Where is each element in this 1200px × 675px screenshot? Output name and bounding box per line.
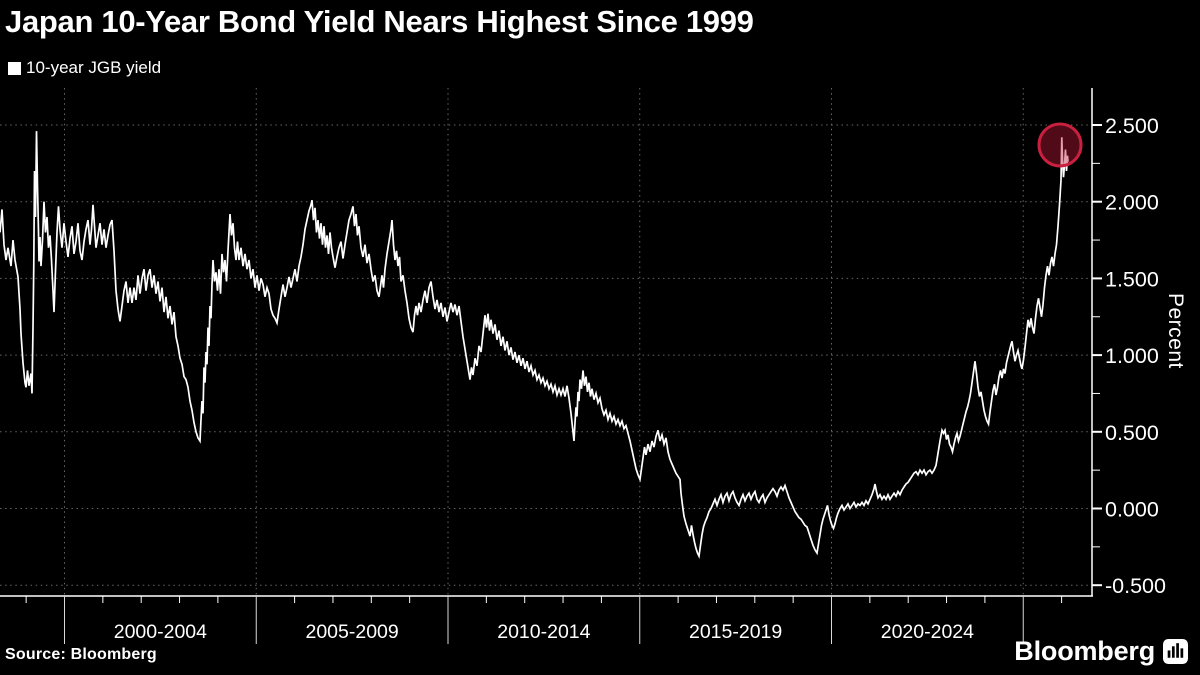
x-period-label: 2015-2019 [689,621,782,643]
bloomberg-brand: Bloomberg [1014,636,1188,667]
y-tick-label: 2.000 [1105,191,1159,215]
bloomberg-logo-icon [1163,639,1188,664]
y-axis-title: Percent [1164,293,1187,369]
y-tick-label: 1.000 [1105,344,1159,368]
x-period-label: 2005-2009 [305,621,398,643]
yield-line [0,131,1069,559]
x-period-label: 2000-2004 [114,621,207,643]
x-period-label: 2020-2024 [881,621,974,643]
legend-swatch-icon [8,61,21,75]
page-title: Japan 10-Year Bond Yield Nears Highest S… [5,4,754,39]
source-attribution: Source: Bloomberg [5,646,157,663]
y-tick-label: 2.500 [1105,114,1159,138]
y-tick-label: -0.500 [1105,574,1166,598]
y-tick-label: 1.500 [1105,267,1159,291]
y-tick-label: 0.000 [1105,498,1159,522]
x-period-label: 2010-2014 [497,621,590,643]
highlight-circle [1037,122,1083,168]
y-tick-label: 0.500 [1105,421,1159,445]
bloomberg-wordmark: Bloomberg [1014,636,1155,666]
legend: 10-year JGB yield [8,58,161,78]
legend-label: 10-year JGB yield [26,58,162,77]
